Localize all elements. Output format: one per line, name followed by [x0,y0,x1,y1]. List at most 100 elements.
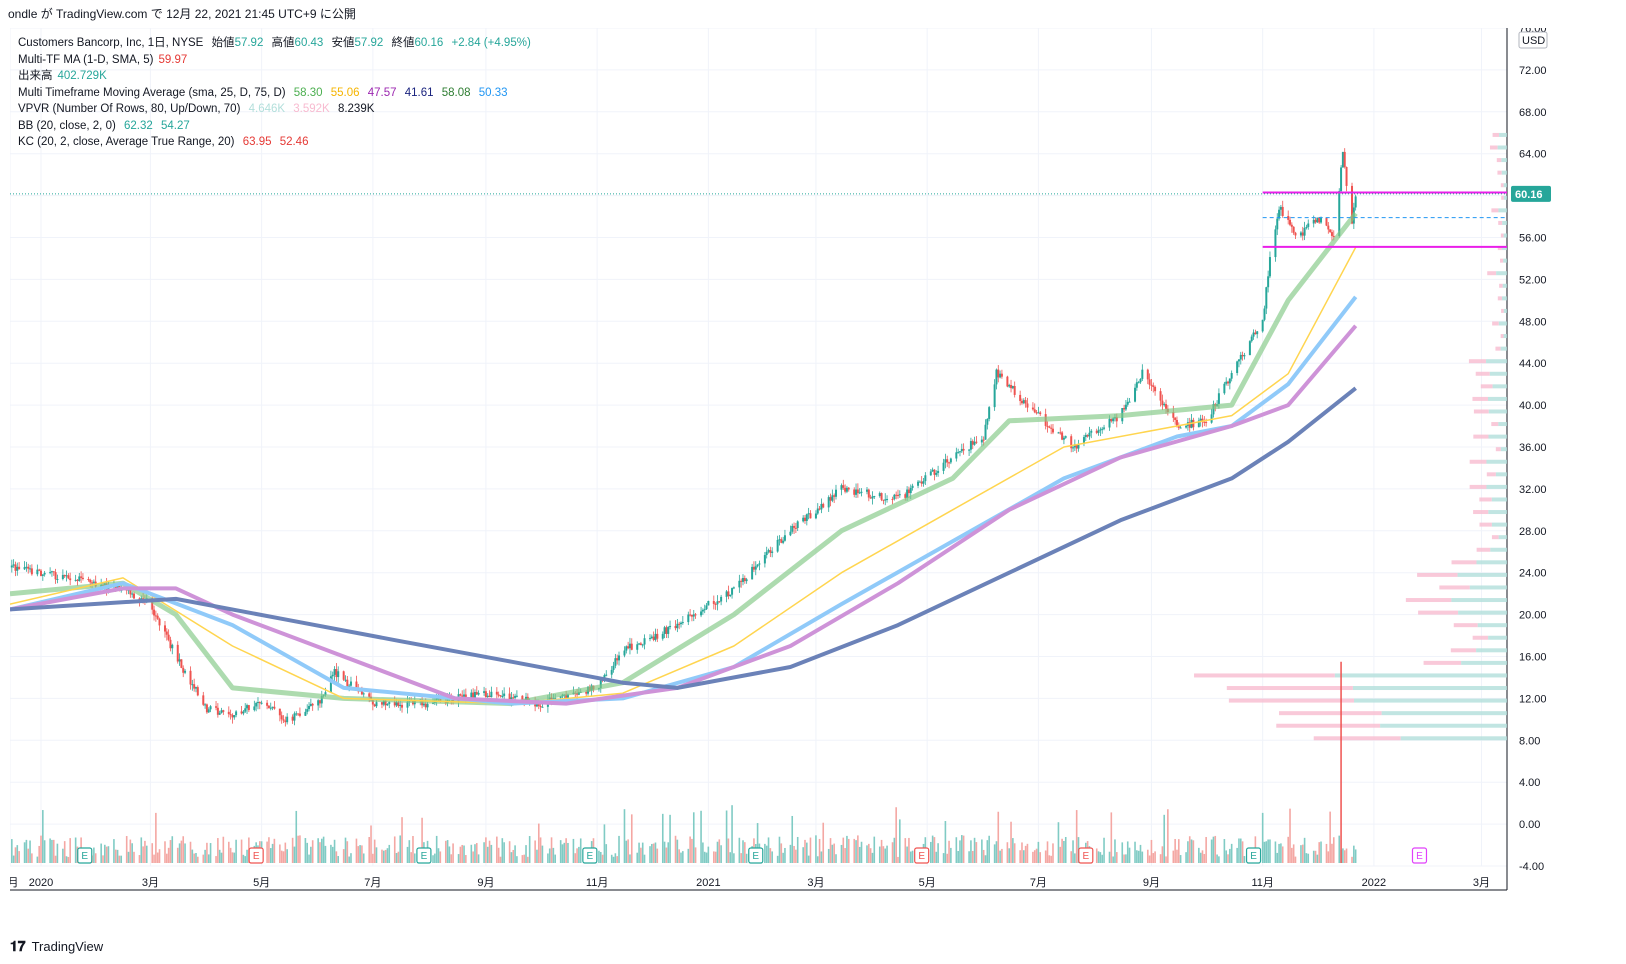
symbol-title[interactable]: Customers Bancorp, Inc, 1日, NYSE [18,37,203,49]
legend-mtf-ma[interactable]: Multi-TF MA (1-D, SMA, 5) 59.97 [18,52,531,69]
volume-bar [906,847,908,863]
vpvr-down-bar [1469,359,1486,363]
candle-body [871,496,873,498]
volume-bar [770,848,772,863]
volume-bar [474,844,476,863]
legend-mtma[interactable]: Multi Timeframe Moving Average (sma, 25,… [18,85,531,102]
mtma-value-1: 58.30 [294,87,323,99]
candle-body [304,712,306,716]
vpvr-down-bar [1194,673,1335,677]
volume-bar [38,846,40,863]
volume-bar [560,840,562,863]
kc-lower-value: 52.46 [280,136,309,148]
volume-bar [740,853,742,863]
candle-body [828,497,830,507]
price-chart[interactable]: 76.0072.0068.0064.0060.0056.0052.0048.00… [10,28,1572,928]
candle-body [1253,333,1255,337]
volume-bar [215,856,217,863]
volume-bar [102,855,104,863]
volume-bar [359,845,361,863]
candle-body [487,696,489,697]
volume-bar [1238,838,1240,863]
candle-body [718,601,720,602]
candle-body [69,578,71,580]
vpvr-down-bar [1439,585,1469,589]
volume-bar [536,850,538,863]
price-tick-label: 40.00 [1519,400,1547,412]
volume-bar [1287,837,1289,863]
volume-bar [580,838,582,863]
volume-bar [1103,838,1105,863]
candle-body [166,632,168,635]
candle-body [91,582,93,583]
volume-bar [835,854,837,863]
vpvr-up-bar [1492,497,1507,501]
time-tick-label: 7月 [1030,877,1047,889]
volume-bar [117,850,119,863]
volume-bar [483,842,485,863]
volume-bar [1098,851,1100,863]
legend-volume[interactable]: 出来高 402.729K [18,68,531,85]
candle-body [1315,220,1317,222]
volume-bar [1236,848,1238,863]
volume-bar [345,838,347,863]
candle-body [1052,429,1054,433]
volume-bar [27,849,29,863]
tradingview-footer[interactable]: 𝟏𝟕 TradingView [10,934,103,958]
earnings-marker-label: E [421,851,428,862]
volume-bar [476,843,478,863]
mtma-value-5: 58.08 [442,87,471,99]
candle-body [155,615,157,616]
candle-body [1294,233,1296,236]
vpvr-down-bar [1473,636,1488,640]
volume-bar [283,851,285,863]
candle-body [332,675,334,676]
volume-bar [128,852,130,863]
candle-body [1342,152,1344,168]
candle-body [1025,400,1027,403]
legend-bb[interactable]: BB (20, close, 2, 0) 62.32 54.27 [18,118,531,135]
volume-bar [336,851,338,863]
candle-body [244,708,246,711]
vpvr-up-bar [1490,372,1507,376]
volume-bar [1121,842,1123,863]
volume-bar [1342,848,1344,863]
volume-bar [308,855,310,863]
volume-bar [791,816,793,863]
candle-body [695,614,697,615]
volume-bar [821,851,823,863]
candle-body [720,597,722,602]
candle-body [908,490,910,494]
volume-bar [286,849,288,863]
legend-vpvr[interactable]: VPVR (Number Of Rows, 80, Up/Down, 70) 4… [18,101,531,118]
candle-body [1134,388,1136,402]
volume-bar [219,850,221,863]
candle-body [169,640,171,648]
candle-body [1096,431,1098,433]
vpvr-up-bar [1353,686,1507,690]
volume-label: 出来高 [18,70,53,82]
candle-body [713,601,715,604]
volume-bar [908,838,910,863]
candle-body [293,713,295,720]
legend-kc[interactable]: KC (20, 2, close, Average True Range, 20… [18,134,531,151]
candle-body [859,492,861,493]
candle-body [983,440,985,441]
price-tick-label: 44.00 [1519,358,1547,370]
volume-bar [312,840,314,863]
candle-body [283,719,285,720]
candle-body [82,578,84,579]
volume-bar [567,843,569,863]
volume-bar [649,846,651,863]
candle-body [1109,419,1111,428]
volume-bar [1291,848,1293,863]
chart-area[interactable]: 76.0072.0068.0064.0060.0056.0052.0048.00… [10,28,1572,928]
volume-bar [1240,839,1242,863]
candle-body [1289,220,1291,225]
volume-bar [1266,841,1268,863]
candle-body [1085,435,1087,437]
candle-body [259,702,261,703]
candle-body [1300,232,1302,235]
candle-body [886,499,888,500]
candle-body [917,482,919,486]
